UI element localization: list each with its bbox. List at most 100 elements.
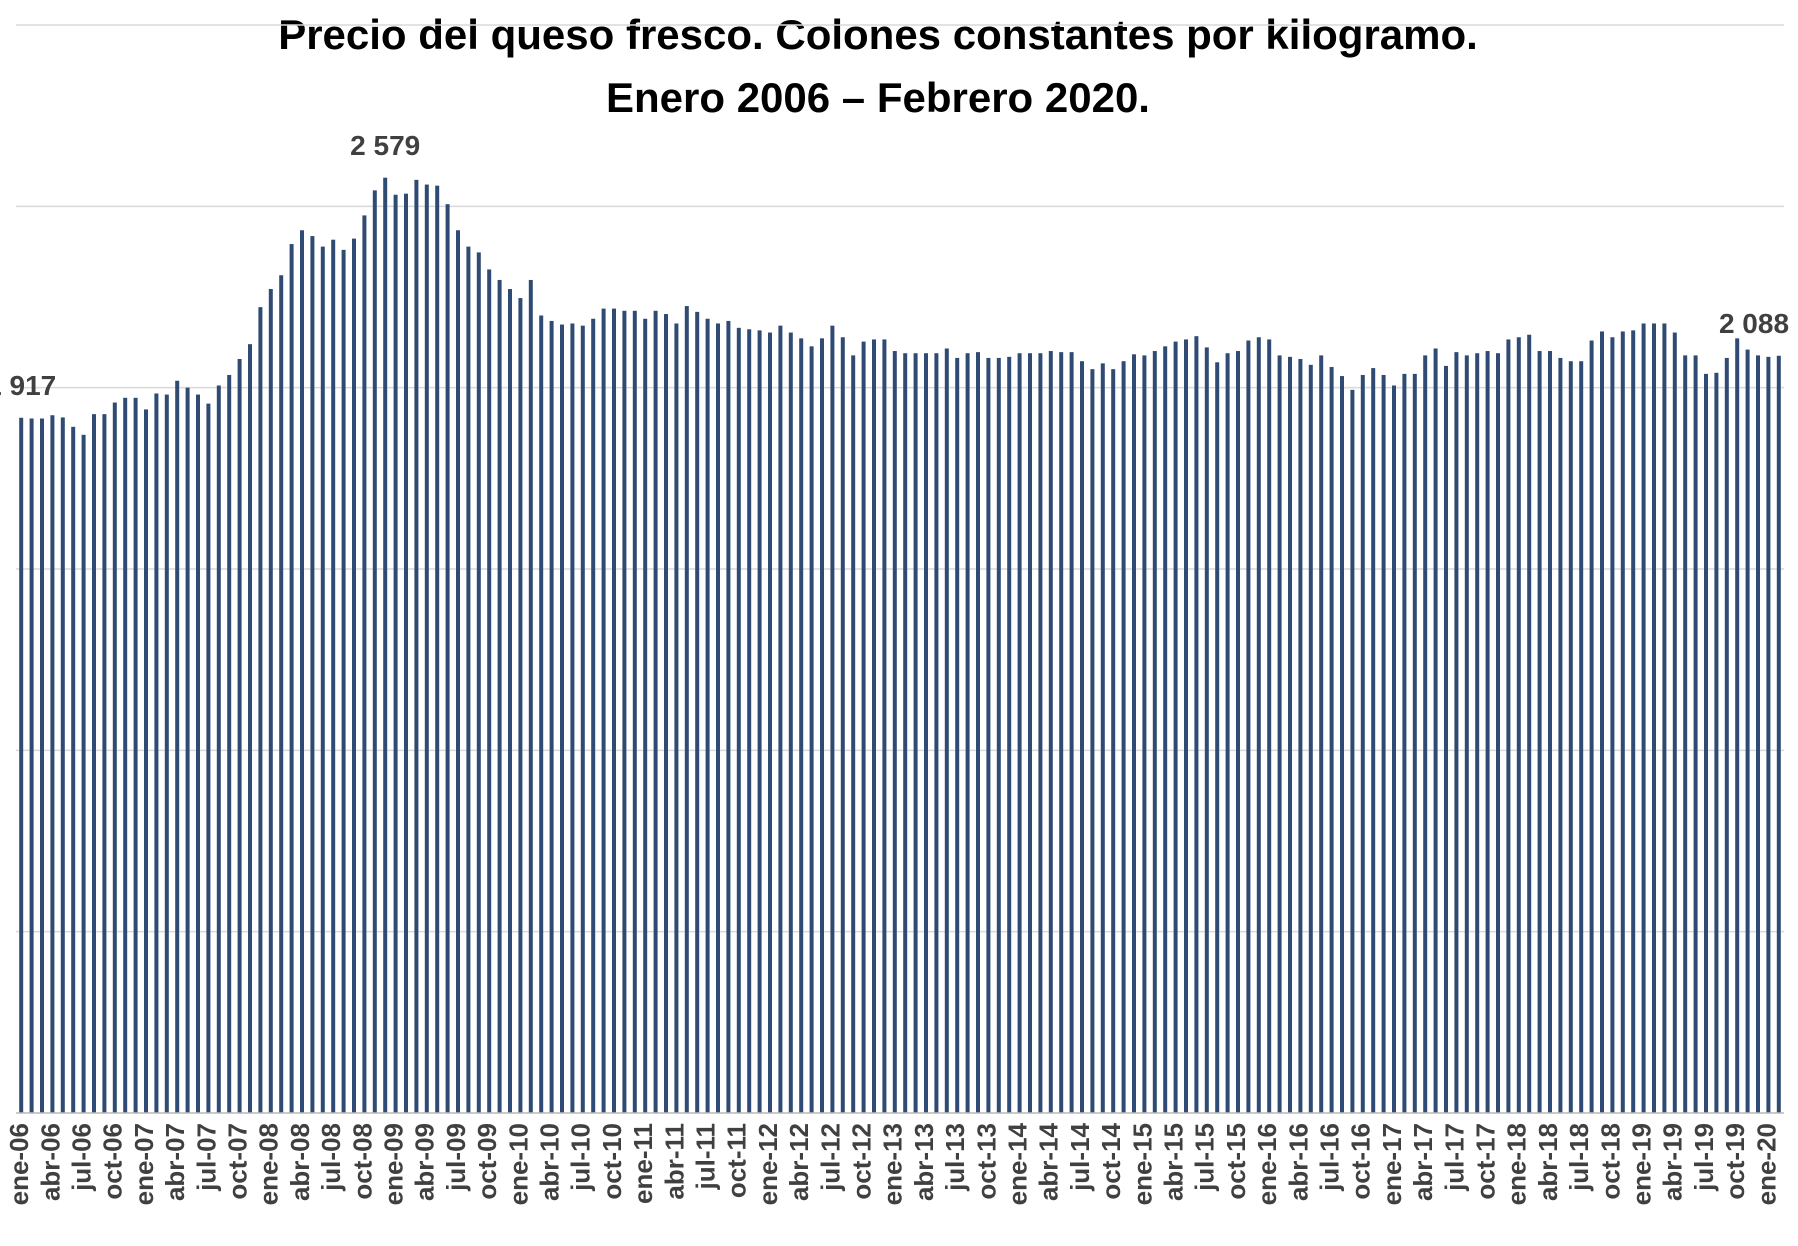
bar — [1693, 355, 1698, 1113]
bar — [404, 193, 408, 1113]
x-tick-label: jul-06 — [66, 1123, 96, 1192]
bar — [320, 246, 325, 1113]
bar — [788, 332, 793, 1113]
bar — [1069, 352, 1074, 1113]
x-tick-label: ene-08 — [254, 1123, 284, 1205]
bar — [643, 318, 648, 1113]
bar — [508, 289, 512, 1113]
bar — [518, 298, 523, 1113]
bar — [1173, 341, 1178, 1113]
bar — [861, 341, 866, 1113]
x-tick-label: jul-14 — [1065, 1122, 1095, 1191]
bar — [268, 289, 273, 1113]
bar — [1589, 340, 1594, 1113]
bar — [820, 338, 824, 1113]
bar — [1662, 323, 1667, 1113]
bar — [1496, 353, 1500, 1113]
x-tick-label: oct-18 — [1595, 1123, 1625, 1200]
bar — [352, 238, 356, 1114]
x-tick-label: ene-13 — [878, 1123, 908, 1205]
bar — [1319, 355, 1324, 1113]
x-tick-label: abr-09 — [410, 1123, 440, 1201]
bar — [601, 308, 606, 1113]
x-tick-label: jul-17 — [1439, 1123, 1469, 1192]
bar — [1028, 353, 1032, 1113]
bar — [1360, 374, 1365, 1113]
bar — [206, 403, 211, 1113]
bar — [71, 426, 76, 1113]
x-tick-label: oct-08 — [347, 1123, 377, 1200]
bar — [1267, 339, 1272, 1113]
bar — [757, 330, 762, 1113]
bar — [1475, 353, 1480, 1113]
x-tick-label: jul-11 — [690, 1123, 720, 1190]
bar — [40, 418, 44, 1113]
bar — [716, 323, 720, 1113]
bar — [736, 327, 741, 1113]
bar — [872, 339, 876, 1113]
bar — [1059, 352, 1064, 1113]
bar — [892, 351, 897, 1113]
bar — [809, 346, 814, 1114]
bar — [1007, 356, 1012, 1114]
x-tick-label: jul-08 — [316, 1123, 346, 1192]
bar — [1423, 355, 1428, 1113]
x-tick-label: oct-09 — [472, 1123, 502, 1200]
bar — [1080, 361, 1084, 1113]
bar — [1340, 376, 1344, 1113]
bar — [768, 332, 772, 1113]
bar — [1766, 356, 1771, 1114]
bar — [50, 415, 55, 1113]
bar — [133, 397, 138, 1114]
x-tick-label: abr-08 — [285, 1123, 315, 1201]
bar — [81, 434, 86, 1113]
bar — [1548, 351, 1552, 1113]
bar — [934, 353, 939, 1113]
bar — [944, 348, 949, 1113]
bar — [1704, 373, 1708, 1113]
x-tick-label: ene-20 — [1751, 1123, 1781, 1205]
bar — [1464, 355, 1469, 1113]
x-tick-label: jul-12 — [815, 1123, 845, 1192]
x-tick-label: oct-17 — [1470, 1123, 1500, 1200]
bar — [778, 325, 783, 1114]
data-label: 2 579 — [350, 130, 420, 161]
bar — [1090, 369, 1095, 1113]
x-tick-label: oct-19 — [1720, 1123, 1750, 1200]
bar — [653, 310, 658, 1113]
bar — [684, 306, 689, 1114]
x-tick-label: ene-06 — [4, 1123, 34, 1205]
bar — [924, 353, 928, 1113]
bar — [549, 320, 554, 1113]
bar — [300, 230, 304, 1113]
bar — [1402, 373, 1407, 1113]
bar — [965, 353, 970, 1113]
x-tick-label: jul-07 — [191, 1123, 221, 1192]
bar — [1433, 348, 1438, 1113]
bar — [19, 417, 24, 1113]
bar — [622, 310, 627, 1113]
bar — [1672, 332, 1677, 1113]
bar — [1444, 365, 1448, 1113]
data-label: 1 917 — [0, 370, 56, 401]
x-tick-label: abr-19 — [1658, 1123, 1688, 1201]
x-tick-label: abr-15 — [1158, 1123, 1188, 1201]
bar — [726, 320, 731, 1113]
bar — [1683, 355, 1688, 1113]
x-tick-label: ene-15 — [1127, 1123, 1157, 1205]
bar — [539, 315, 544, 1114]
x-tick-label: jul-15 — [1190, 1123, 1220, 1192]
bar — [1308, 364, 1313, 1113]
x-tick-label: jul-10 — [566, 1123, 596, 1192]
x-tick-label: ene-18 — [1502, 1123, 1532, 1205]
bar — [1371, 368, 1376, 1114]
bar — [1329, 366, 1334, 1114]
bar — [112, 402, 117, 1113]
bar — [1558, 357, 1563, 1114]
bar — [393, 194, 398, 1113]
bar — [164, 394, 169, 1113]
bar — [1714, 372, 1719, 1113]
x-tick-label: abr-14 — [1034, 1122, 1064, 1201]
x-tick-label: oct-07 — [222, 1123, 252, 1200]
bar — [445, 204, 450, 1113]
